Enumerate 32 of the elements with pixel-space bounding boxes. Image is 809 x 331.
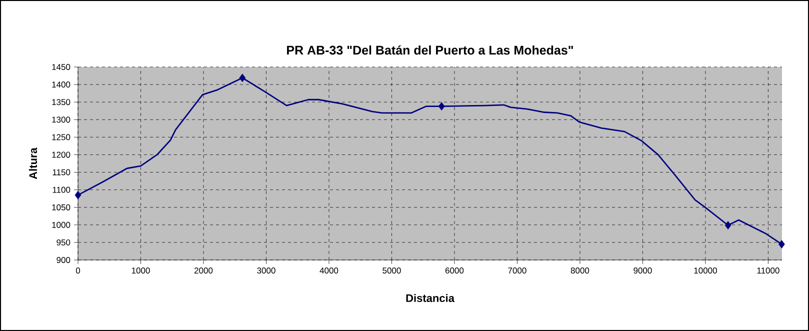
- x-tick-label: 9000: [634, 268, 652, 274]
- chart-title: PR AB-33 "Del Batán del Puerto a Las Mohedas": [287, 45, 573, 55]
- x-tick-label: 11000: [757, 268, 780, 274]
- x-tick-label: 6000: [445, 268, 464, 274]
- x-tick-label: 10000: [694, 268, 717, 274]
- x-tick-label: 1000: [132, 268, 150, 274]
- x-axis-title: Distancia: [406, 294, 455, 302]
- point: [724, 221, 732, 230]
- x-tick-label: 0: [76, 268, 80, 274]
- y-tick-label: 1050: [52, 204, 70, 210]
- y-tick-label: 900: [56, 256, 70, 263]
- y-tick-label: 1450: [52, 64, 70, 70]
- y-tick-label: 1000: [52, 222, 70, 228]
- point: [74, 190, 82, 200]
- y-tick-label: 1350: [52, 99, 70, 106]
- x-tick-label: 2000: [194, 268, 213, 274]
- y-tick-label: 1250: [52, 134, 70, 140]
- x-tick-label: 3000: [257, 268, 276, 274]
- y-tick-label: 1400: [52, 82, 70, 88]
- x-tick-label: 8000: [570, 268, 590, 274]
- y-tick-label: 1300: [52, 116, 70, 123]
- x-tick-label: 5000: [382, 268, 401, 274]
- point: [239, 74, 246, 82]
- point: [778, 240, 785, 248]
- y-axis-title: Altura: [28, 148, 38, 180]
- y-tick-label: 1100: [52, 186, 70, 193]
- x-tick-label: 7000: [508, 268, 526, 274]
- x-tick-label: 4000: [320, 268, 338, 274]
- y-tick-label: 1150: [52, 169, 70, 176]
- point: [438, 102, 445, 110]
- y-tick-label: 950: [56, 239, 70, 246]
- y-tick-label: 1200: [52, 152, 70, 158]
